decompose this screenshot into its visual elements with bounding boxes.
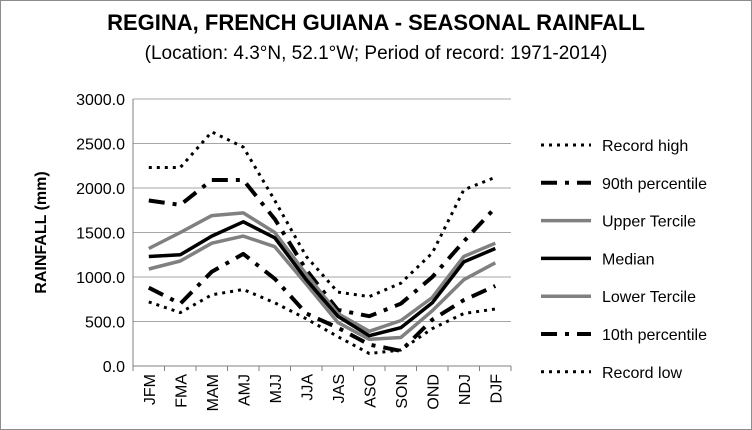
legend-label: Record high <box>602 138 688 155</box>
legend-label: Record low <box>602 365 682 382</box>
series-line-record-high <box>148 130 496 299</box>
x-tick-label: AMJ <box>236 374 253 406</box>
y-tick-label: 2000.0 <box>76 181 125 198</box>
y-tick-label: 0.0 <box>103 359 125 376</box>
chart-title: REGINA, FRENCH GUIANA - SEASONAL RAINFAL… <box>107 10 645 35</box>
legend-label: Median <box>602 251 654 268</box>
x-tick-label: FMA <box>173 374 190 408</box>
x-tick-label: MJJ <box>268 374 285 403</box>
x-tick-label: SON <box>394 374 411 409</box>
y-tick-label: 3000.0 <box>76 92 125 109</box>
y-tick-label: 500.0 <box>85 315 125 332</box>
series-line-median <box>148 220 496 338</box>
legend-label: Upper Tercile <box>602 214 696 231</box>
legend-label: 90th percentile <box>602 176 707 193</box>
series-line-10th-percentile <box>147 251 497 353</box>
y-tick-label: 1500.0 <box>76 226 125 243</box>
x-tick-label: ASO <box>362 374 379 408</box>
y-tick-label: 1000.0 <box>76 270 125 287</box>
legend-label: 10th percentile <box>602 327 707 344</box>
series-line-upper-tercile <box>148 211 496 334</box>
x-tick-label: MAM <box>205 374 222 411</box>
chart-subtitle: (Location: 4.3°N, 52.1°W; Period of reco… <box>144 43 608 64</box>
x-tick-label: JJA <box>299 374 316 401</box>
y-tick-label: 2500.0 <box>76 137 125 154</box>
x-tick-label: DJF <box>488 374 505 404</box>
series-line-lower-tercile <box>148 234 497 342</box>
legend-label: Lower Tercile <box>602 289 696 306</box>
x-tick-label: OND <box>425 374 442 410</box>
x-tick-label: JFM <box>142 374 159 405</box>
x-tick-label: NDJ <box>457 374 474 405</box>
x-tick-label: JAS <box>331 374 348 403</box>
y-axis-title: RAINFALL (mm) <box>33 171 50 293</box>
